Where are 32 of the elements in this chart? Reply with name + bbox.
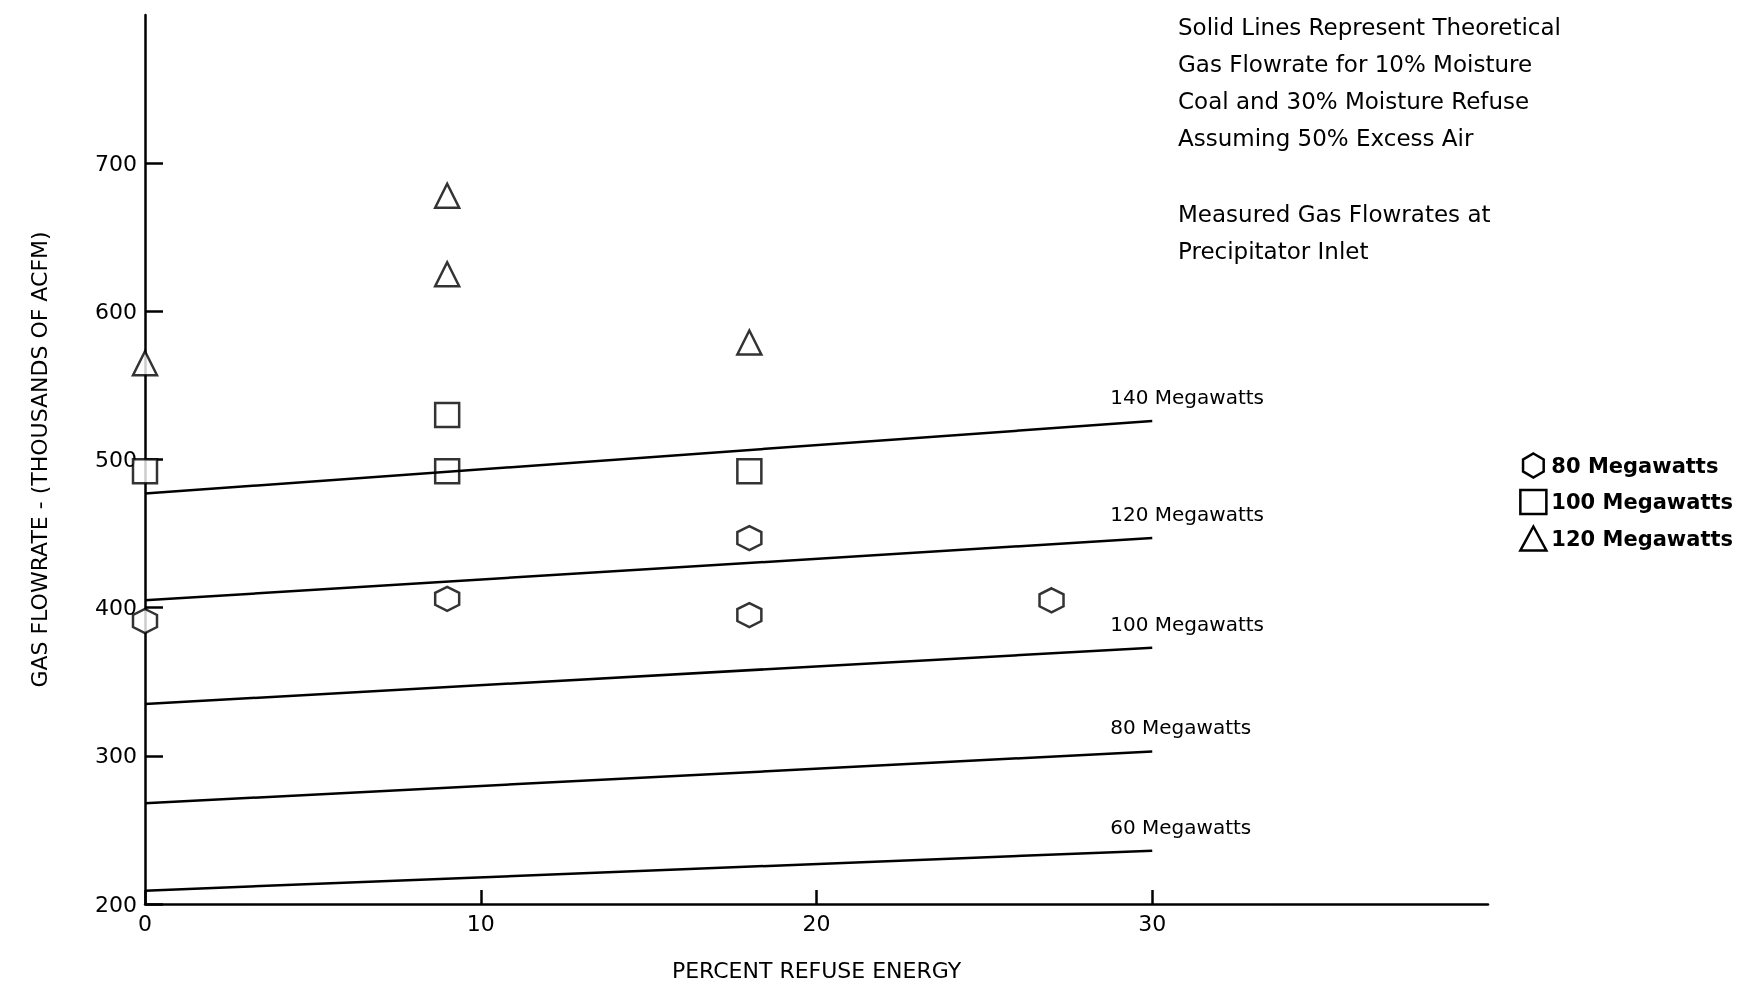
- point: [736, 458, 763, 485]
- x-tick-label: 20: [802, 910, 831, 936]
- annotation: Measured Gas Flowrates at Precipitator Inlet: [1178, 200, 1491, 264]
- point: [736, 524, 763, 552]
- y-tick-label: 600: [95, 298, 137, 324]
- point: [433, 182, 461, 210]
- legend-label: 80 Megawatts: [1551, 453, 1719, 478]
- series-label: 120 Megawatts: [1110, 502, 1265, 527]
- series-label: 100 Megawatts: [1110, 611, 1265, 636]
- x-tick-label: 10: [466, 910, 495, 936]
- point: [736, 601, 763, 629]
- point: [131, 349, 159, 377]
- point: [433, 261, 461, 288]
- y-tick-label: 700: [95, 150, 137, 176]
- y-tick-label: 500: [95, 447, 137, 472]
- point: [1038, 587, 1065, 614]
- point: [433, 585, 461, 613]
- legend-label: 100 Megawatts: [1551, 490, 1733, 514]
- series-label: 80 Megawatts: [1110, 715, 1252, 740]
- x-axis-title: PERCENT REFUSE ENERGY: [671, 957, 962, 983]
- point: [736, 329, 763, 356]
- series-label: 60 Megawatts: [1110, 814, 1252, 839]
- y-tick-label: 200: [95, 891, 137, 917]
- point: [433, 401, 461, 429]
- annotation: Solid Lines Represent Theoretical Gas Flowrate for 10% Moisture Coal and 30% Moisture Refuse Assuming 50% Excess Air: [1178, 13, 1561, 151]
- legend-label: 120 Megawatts: [1551, 526, 1733, 551]
- series-label: 140 Megawatts: [1110, 384, 1265, 409]
- y-axis-title: GAS FLOWRATE - (THOUSANDS OF ACFM): [26, 231, 52, 688]
- x-tick-label: 0: [138, 910, 152, 936]
- y-tick-label: 300: [95, 743, 137, 769]
- y-tick-label: 400: [95, 595, 137, 621]
- x-tick-label: 30: [1138, 910, 1167, 936]
